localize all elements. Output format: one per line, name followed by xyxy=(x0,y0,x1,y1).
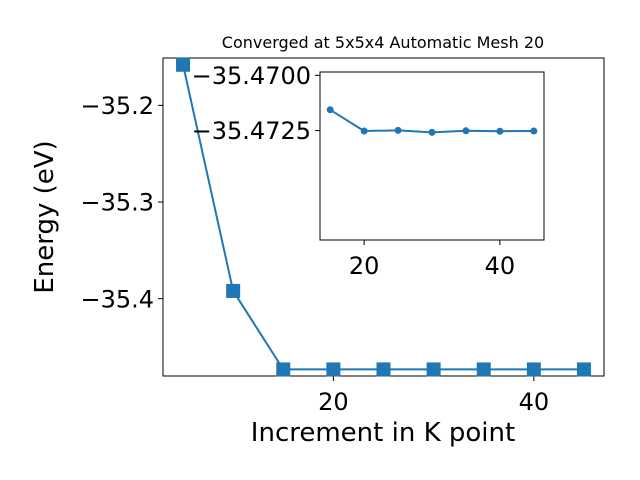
inset-data-point xyxy=(326,106,334,114)
main-data-point xyxy=(526,362,541,377)
inset-data-point xyxy=(530,127,538,135)
inset-data-point xyxy=(360,127,368,135)
inset-y-ticks: −35.4725 −35.4700 xyxy=(192,62,320,145)
inset-y-tick-label: −35.4700 xyxy=(192,62,311,90)
main-plot: Converged at 5x5x4 Automatic Mesh 20 20 4… xyxy=(30,33,605,448)
main-data-point xyxy=(576,362,591,377)
y-axis-label: Energy (eV) xyxy=(30,140,60,293)
main-y-tick-label: −35.2 xyxy=(80,92,154,120)
main-x-tick-label: 20 xyxy=(318,388,349,416)
x-axis-label: Increment in K point xyxy=(251,418,515,448)
inset-x-tick-label: 40 xyxy=(485,252,516,280)
main-data-point xyxy=(476,362,491,377)
main-data-point xyxy=(326,362,341,377)
inset-plot-frame xyxy=(319,71,545,241)
inset-data-point xyxy=(496,127,504,135)
inset-series-markers xyxy=(326,106,538,136)
main-y-ticks: −35.2 −35.3 −35.4 xyxy=(80,92,163,313)
inset-data-point xyxy=(462,127,470,135)
main-series-markers xyxy=(176,57,591,377)
main-data-point xyxy=(426,362,441,377)
main-data-point xyxy=(176,57,191,72)
inset-data-point xyxy=(428,128,436,136)
main-x-tick-label: 40 xyxy=(519,388,550,416)
inset-y-tick-label: −35.4725 xyxy=(192,117,311,145)
main-data-point xyxy=(276,362,291,377)
main-y-tick-label: −35.4 xyxy=(80,285,154,313)
main-x-ticks: 20 40 xyxy=(318,376,549,416)
inset-plot: 20 40 −35.4725−35.4700 xyxy=(192,62,545,280)
chart-title: Converged at 5x5x4 Automatic Mesh 20 xyxy=(222,33,544,52)
main-data-point xyxy=(376,362,391,377)
main-data-point xyxy=(226,283,241,298)
inset-x-tick-label: 20 xyxy=(349,252,380,280)
inset-x-ticks: 20 40 xyxy=(349,240,515,280)
main-y-tick-label: −35.3 xyxy=(80,189,154,217)
inset-data-point xyxy=(394,126,402,134)
